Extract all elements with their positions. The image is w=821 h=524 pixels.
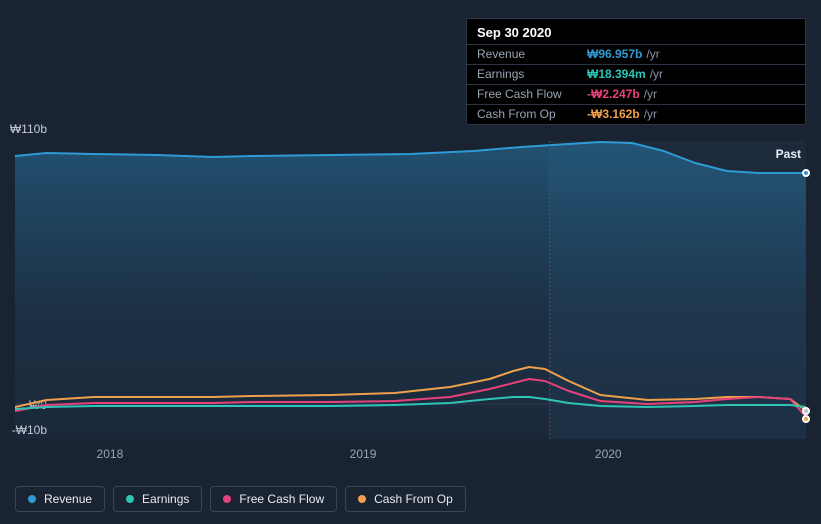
tooltip-row-value: ₩18.394m [587, 67, 646, 81]
tooltip-row-earnings: Earnings₩18.394m/yr [467, 64, 805, 84]
legend-item-label: Earnings [142, 492, 189, 506]
tooltip-row-free-cash-flow: Free Cash Flow-₩2.247b/yr [467, 84, 805, 104]
legend-dot-icon [223, 495, 231, 503]
legend-item-free_cash_flow[interactable]: Free Cash Flow [210, 486, 337, 512]
tooltip-row-label: Revenue [477, 47, 587, 61]
series-end-marker [802, 415, 810, 423]
legend-item-revenue[interactable]: Revenue [15, 486, 105, 512]
tooltip-row-label: Earnings [477, 67, 587, 81]
x-axis-label: 2019 [350, 447, 377, 461]
legend-item-earnings[interactable]: Earnings [113, 486, 202, 512]
tooltip-row-revenue: Revenue₩96.957b/yr [467, 44, 805, 64]
y-axis-label: ₩110b [2, 122, 47, 136]
legend-item-label: Revenue [44, 492, 92, 506]
tooltip-row-suffix: /yr [646, 47, 659, 61]
tooltip-row-suffix: /yr [644, 87, 657, 101]
chart-plot-area[interactable] [15, 141, 806, 439]
series-end-marker [802, 169, 810, 177]
tooltip-row-value: ₩96.957b [587, 47, 642, 61]
x-axis-label: 2018 [97, 447, 124, 461]
tooltip-row-value: -₩2.247b [587, 87, 640, 101]
tooltip-row-value: -₩3.162b [587, 107, 640, 121]
x-axis-label: 2020 [595, 447, 622, 461]
legend-item-label: Cash From Op [374, 492, 453, 506]
x-axis: 2018 2019 2020 [15, 447, 806, 467]
tooltip-row-label: Cash From Op [477, 107, 587, 121]
tooltip-row-cash-from-op: Cash From Op-₩3.162b/yr [467, 104, 805, 124]
tooltip-row-label: Free Cash Flow [477, 87, 587, 101]
tooltip-date: Sep 30 2020 [467, 19, 805, 44]
legend-item-cash_from_op[interactable]: Cash From Op [345, 486, 466, 512]
legend-dot-icon [126, 495, 134, 503]
legend: Revenue Earnings Free Cash Flow Cash From O… [15, 486, 466, 512]
chart-tooltip: Sep 30 2020 Revenue₩96.957b/yrEarnings₩1… [466, 18, 806, 125]
series-end-marker [802, 407, 810, 415]
legend-dot-icon [28, 495, 36, 503]
legend-item-label: Free Cash Flow [239, 492, 324, 506]
tooltip-row-suffix: /yr [650, 67, 663, 81]
past-label: Past [776, 147, 801, 161]
legend-dot-icon [358, 495, 366, 503]
tooltip-row-suffix: /yr [644, 107, 657, 121]
